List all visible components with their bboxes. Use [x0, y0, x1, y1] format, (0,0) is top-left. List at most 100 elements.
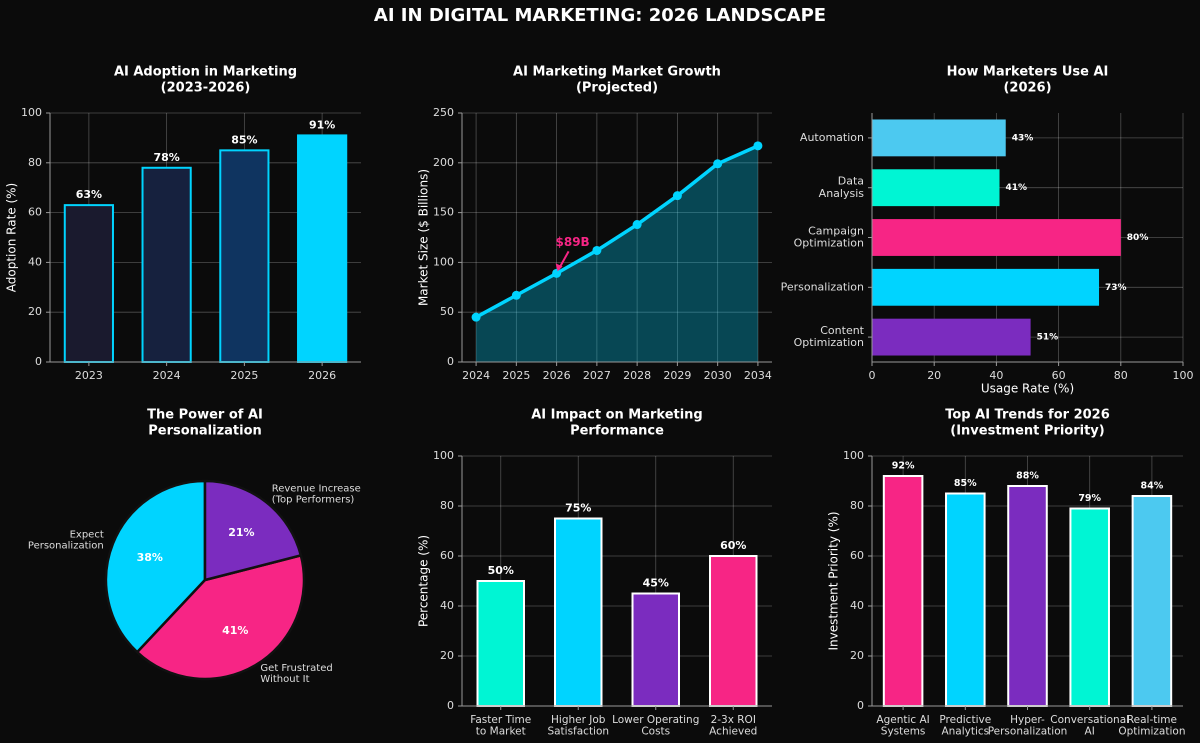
page-title: AI IN DIGITAL MARKETING: 2026 LANDSCAPE [374, 5, 826, 26]
bar [872, 119, 1006, 157]
bar [554, 517, 603, 707]
category-label: Faster Time [470, 714, 531, 726]
category-label: Real-time [1127, 714, 1177, 726]
category-label: Personalization [988, 726, 1068, 738]
y-tick-label: 100 [433, 255, 454, 268]
bar [945, 492, 986, 707]
x-tick-label: 80 [1114, 369, 1128, 382]
y-tick-label: 20 [850, 649, 864, 662]
value-label: 21% [228, 526, 254, 539]
category-label: Content [820, 324, 864, 337]
y-axis-label: Percentage (%) [417, 535, 431, 627]
y-tick-label: 100 [843, 449, 864, 462]
area [476, 145, 758, 362]
y-tick-label: 60 [850, 549, 864, 562]
category-label: Revenue Increase [272, 483, 361, 494]
x-tick-label: 2028 [623, 369, 651, 382]
bar [872, 318, 1031, 356]
chart-title: AI Marketing Market Growth [513, 65, 721, 80]
bar [219, 149, 270, 363]
bar [631, 592, 680, 707]
chart-title: (Investment Priority) [950, 424, 1104, 439]
category-label: Systems [881, 726, 926, 738]
bar [872, 169, 1000, 207]
y-tick-label: 0 [447, 355, 454, 368]
value-label: 50% [488, 564, 514, 577]
category-label: Lower Operating [612, 714, 699, 726]
category-label: AI [1085, 726, 1095, 738]
value-label: 88% [1016, 471, 1039, 482]
value-label: 38% [137, 551, 163, 564]
category-label: Optimization [1118, 726, 1185, 738]
x-tick-label: 2034 [744, 369, 772, 382]
y-tick-label: 50 [440, 305, 454, 318]
value-label: 79% [1078, 493, 1101, 504]
category-label: Predictive [939, 714, 991, 726]
y-axis-label: Adoption Rate (%) [5, 183, 19, 292]
value-label: 80% [1127, 233, 1149, 243]
pie-slice [135, 553, 306, 681]
y-tick-label: 0 [35, 355, 42, 368]
bar [882, 475, 924, 707]
category-label: Conversational [1050, 714, 1129, 726]
category-label: Without It [260, 674, 309, 685]
value-label: 51% [1037, 333, 1059, 343]
category-label: Analysis [819, 187, 865, 200]
value-label: 75% [565, 502, 591, 515]
x-tick-label: 40 [989, 369, 1003, 382]
chart-title: Personalization [148, 424, 262, 439]
category-label: 2024 [153, 369, 181, 382]
y-tick-label: 40 [850, 599, 864, 612]
chart-title: How Marketers Use AI [947, 65, 1109, 80]
annotation: $89B [556, 235, 590, 249]
y-tick-label: 150 [433, 206, 454, 219]
x-tick-label: 60 [1052, 369, 1066, 382]
chart-title: Top AI Trends for 2026 [945, 408, 1110, 423]
y-axis-label: Market Size ($ Billions) [417, 169, 431, 306]
category-label: Personalization [781, 280, 864, 293]
value-label: 85% [954, 478, 977, 489]
value-label: 45% [643, 577, 669, 590]
bar [872, 219, 1121, 256]
value-label: 91% [309, 118, 335, 131]
y-tick-label: 80 [28, 156, 42, 169]
y-tick-label: 60 [440, 549, 454, 562]
bar [709, 555, 758, 707]
x-tick-label: 2025 [502, 369, 530, 382]
point [632, 220, 642, 230]
value-label: 41% [1006, 183, 1028, 193]
point [672, 191, 682, 201]
category-label: Optimization [794, 237, 864, 250]
chart-title: AI Impact on Marketing [531, 408, 703, 423]
pie-slice [104, 479, 207, 654]
value-label: 60% [720, 539, 746, 552]
y-tick-label: 0 [857, 699, 864, 712]
point [471, 312, 481, 322]
chart-title: (2023-2026) [161, 81, 251, 96]
category-label: Optimization [794, 336, 864, 349]
y-tick-label: 80 [440, 499, 454, 512]
category-label: to Market [476, 726, 526, 738]
value-label: 78% [153, 151, 179, 164]
category-label: (Top Performers) [272, 494, 355, 505]
category-label: 2025 [230, 369, 258, 382]
category-label: Achieved [709, 726, 757, 738]
y-tick-label: 40 [440, 599, 454, 612]
value-label: 41% [222, 624, 248, 637]
y-tick-label: 40 [28, 255, 42, 268]
point [552, 268, 562, 278]
annotation-arrowhead [555, 263, 563, 272]
bar [141, 166, 192, 363]
bar [476, 580, 525, 707]
category-label: Data [838, 175, 864, 188]
category-label: Campaign [808, 224, 864, 237]
chart-title: AI Adoption in Marketing [114, 65, 297, 80]
y-tick-label: 100 [21, 106, 42, 119]
category-label: 2023 [75, 369, 103, 382]
x-tick-label: 20 [927, 369, 941, 382]
value-label: 73% [1105, 283, 1127, 293]
y-tick-label: 100 [433, 449, 454, 462]
y-tick-label: 80 [850, 499, 864, 512]
y-tick-label: 200 [433, 156, 454, 169]
